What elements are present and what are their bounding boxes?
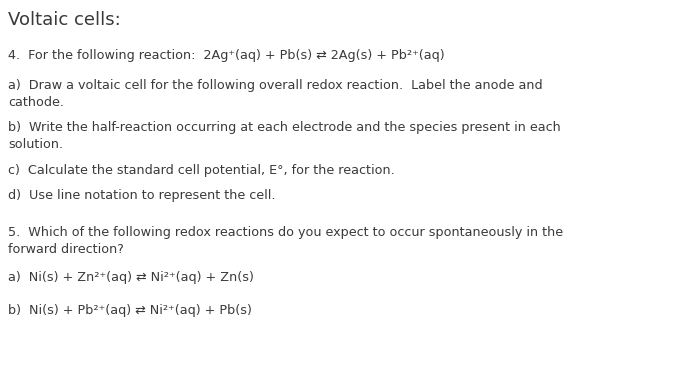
Text: Voltaic cells:: Voltaic cells: xyxy=(8,11,121,29)
Text: a)  Draw a voltaic cell for the following overall redox reaction.  Label the ano: a) Draw a voltaic cell for the following… xyxy=(8,79,543,92)
Text: forward direction?: forward direction? xyxy=(8,243,124,256)
Text: 5.  Which of the following redox reactions do you expect to occur spontaneously : 5. Which of the following redox reaction… xyxy=(8,226,563,239)
Text: 4.  For the following reaction:  2Ag⁺(aq) + Pb(s) ⇄ 2Ag(s) + Pb²⁺(aq): 4. For the following reaction: 2Ag⁺(aq) … xyxy=(8,49,445,62)
Text: b)  Ni(s) + Pb²⁺(aq) ⇄ Ni²⁺(aq) + Pb(s): b) Ni(s) + Pb²⁺(aq) ⇄ Ni²⁺(aq) + Pb(s) xyxy=(8,304,252,317)
Text: c)  Calculate the standard cell potential, E°, for the reaction.: c) Calculate the standard cell potential… xyxy=(8,164,395,177)
Text: b)  Write the half-reaction occurring at each electrode and the species present : b) Write the half-reaction occurring at … xyxy=(8,121,561,134)
Text: d)  Use line notation to represent the cell.: d) Use line notation to represent the ce… xyxy=(8,189,276,202)
Text: solution.: solution. xyxy=(8,138,63,152)
Text: a)  Ni(s) + Zn²⁺(aq) ⇄ Ni²⁺(aq) + Zn(s): a) Ni(s) + Zn²⁺(aq) ⇄ Ni²⁺(aq) + Zn(s) xyxy=(8,271,254,285)
Text: cathode.: cathode. xyxy=(8,96,64,109)
